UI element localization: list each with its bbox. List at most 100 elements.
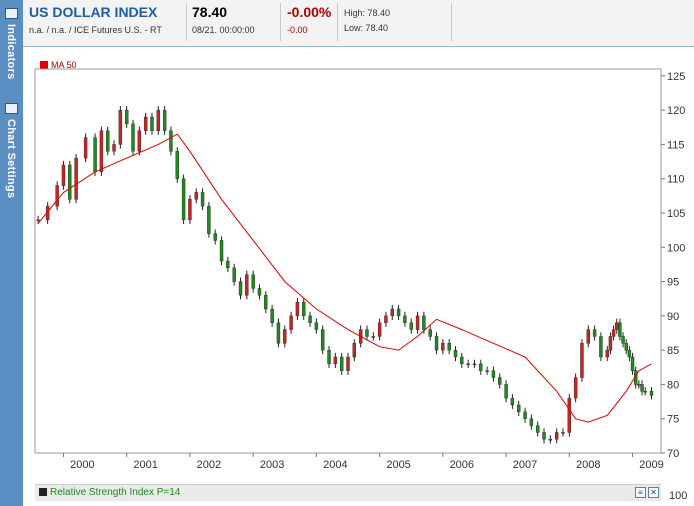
x-tick-label: 2008 xyxy=(576,459,600,471)
y-tick-label: 125 xyxy=(667,71,685,83)
price-candle xyxy=(207,205,211,234)
price-candle xyxy=(640,384,644,392)
y-tick-label: 85 xyxy=(667,345,679,357)
price-candle xyxy=(45,205,50,221)
price-candle xyxy=(131,123,135,152)
chart-settings-tab[interactable]: Chart Settings xyxy=(1,99,22,211)
price-candle xyxy=(485,370,489,372)
price-candle xyxy=(162,109,167,131)
rsi-settings-button[interactable]: ≡ xyxy=(635,487,646,498)
price-candle xyxy=(434,336,439,351)
price-candle xyxy=(377,322,382,337)
price-candle xyxy=(618,322,622,337)
price-candle xyxy=(517,404,521,413)
price-candle xyxy=(428,329,432,337)
price-candle xyxy=(238,281,243,296)
price-candle xyxy=(118,109,123,145)
price-candle xyxy=(396,308,401,317)
price-candle xyxy=(472,363,477,366)
price-candle xyxy=(580,343,584,378)
change-absolute: -0.00 xyxy=(287,25,308,35)
price-candle xyxy=(548,439,553,441)
x-tick-label: 2005 xyxy=(386,459,410,471)
price-candle xyxy=(169,130,173,152)
price-candle xyxy=(276,322,281,344)
high-value: High: 78.40 xyxy=(344,8,391,18)
ma-legend-swatch xyxy=(40,61,48,69)
price-candle xyxy=(83,137,88,159)
y-tick-label: 90 xyxy=(667,311,679,323)
x-tick-label: 2004 xyxy=(323,459,347,471)
y-tick-label: 120 xyxy=(667,105,685,117)
price-candle xyxy=(194,192,198,200)
price-candle xyxy=(384,315,388,323)
price-candle xyxy=(175,151,179,179)
price-candle xyxy=(630,356,635,371)
indicators-tab[interactable]: Indicators xyxy=(1,4,22,92)
price-candle xyxy=(627,349,632,358)
price-candle xyxy=(608,336,613,351)
quote-header: US DOLLAR INDEX n.a. / n.a. / ICE Future… xyxy=(23,0,694,47)
price-candle xyxy=(504,384,508,399)
price-candle xyxy=(339,356,344,371)
price-candle xyxy=(321,329,325,351)
price-candle xyxy=(643,391,647,393)
plot-area xyxy=(34,68,662,454)
price-candle xyxy=(219,240,224,262)
ma-legend-label: MA 50 xyxy=(51,60,77,70)
x-tick-label: 2006 xyxy=(450,459,474,471)
sidebar: Indicators Chart Settings xyxy=(0,0,23,506)
price-candle xyxy=(232,267,236,282)
price-candle xyxy=(200,192,205,207)
price-candle xyxy=(358,329,363,344)
price-candle xyxy=(143,116,148,131)
price-candle xyxy=(365,329,369,337)
rsi-label: Relative Strength Index P=14 xyxy=(50,487,181,498)
price-candle xyxy=(453,349,458,358)
price-candle xyxy=(567,397,572,433)
ma-50-line xyxy=(37,133,652,423)
price-candle xyxy=(523,411,527,419)
price-candle xyxy=(289,315,293,330)
price-candle xyxy=(371,336,375,338)
y-tick-label: 110 xyxy=(667,174,685,186)
price-candle xyxy=(295,301,300,317)
instrument-title: US DOLLAR INDEX xyxy=(29,4,158,20)
price-candle xyxy=(264,295,268,310)
last-price: 78.40 xyxy=(192,4,228,20)
price-candle xyxy=(327,349,331,365)
price-candle xyxy=(308,315,312,323)
price-candle xyxy=(270,308,274,323)
price-candle xyxy=(592,329,597,337)
price-candle xyxy=(491,370,496,378)
x-tick-label: 2000 xyxy=(70,459,94,471)
price-candle xyxy=(68,164,72,200)
ma-legend: MA 50 xyxy=(40,60,77,70)
y-tick-label: 115 xyxy=(667,139,685,151)
price-candle xyxy=(226,260,230,269)
price-candle xyxy=(181,178,186,221)
header-divider xyxy=(451,3,452,41)
price-candle xyxy=(390,308,394,317)
price-candle xyxy=(535,425,540,433)
price-candle xyxy=(55,185,59,207)
price-candle xyxy=(61,164,66,186)
quote-time: 08/21. 00:00:00 xyxy=(192,25,255,35)
header-divider xyxy=(337,3,338,41)
price-candle xyxy=(36,219,40,222)
chart-settings-label: Chart Settings xyxy=(5,119,17,199)
y-tick-label: 100 xyxy=(667,242,685,254)
price-candle xyxy=(415,315,420,330)
rsi-close-button[interactable]: ✕ xyxy=(648,487,659,498)
price-candle xyxy=(124,109,129,125)
price-candle xyxy=(352,343,357,358)
price-candle xyxy=(605,349,609,358)
price-candle xyxy=(615,322,619,330)
price-candle xyxy=(333,356,338,365)
price-candle xyxy=(441,343,445,351)
price-candle xyxy=(624,343,628,351)
price-candle xyxy=(460,356,464,365)
price-candle xyxy=(611,329,616,337)
price-candle xyxy=(510,397,515,406)
